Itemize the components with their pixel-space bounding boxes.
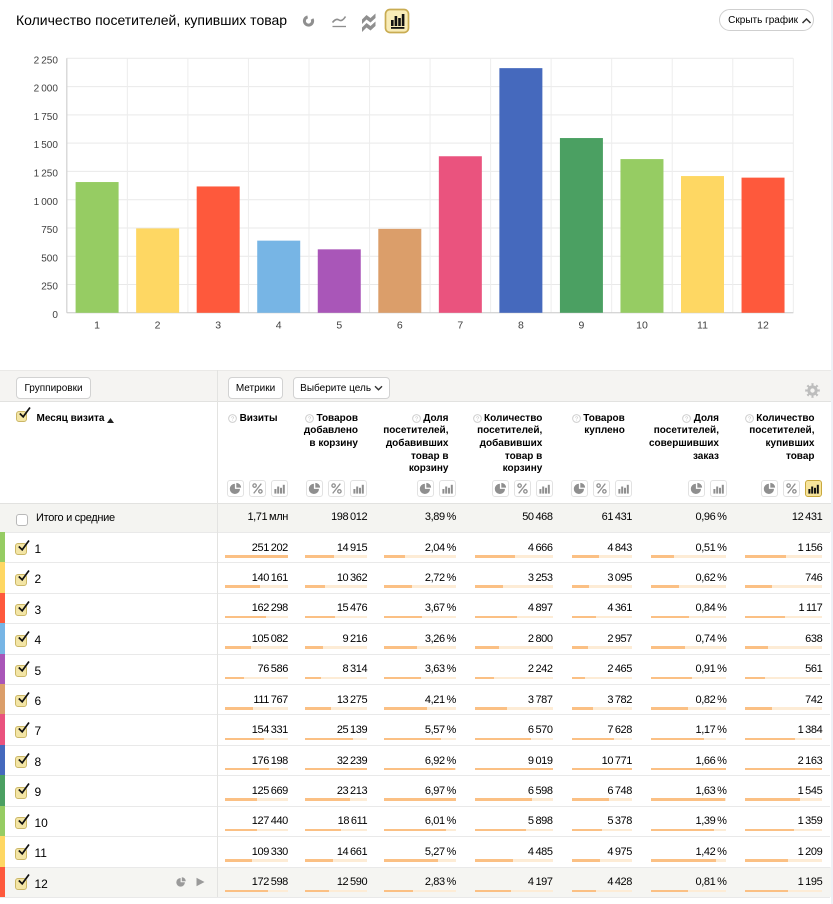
svg-text:6: 6 <box>397 320 403 332</box>
svg-text:?: ? <box>308 416 312 422</box>
svg-text:1 000: 1 000 <box>34 197 59 208</box>
svg-text:1 500: 1 500 <box>34 140 59 151</box>
svg-text:4: 4 <box>276 320 282 332</box>
svg-text:?: ? <box>475 416 479 422</box>
svg-text:?: ? <box>685 416 689 422</box>
svg-text:?: ? <box>231 416 235 422</box>
svg-text:2 250: 2 250 <box>34 55 59 66</box>
svg-text:?: ? <box>415 416 419 422</box>
svg-text:1 250: 1 250 <box>34 169 59 180</box>
svg-text:?: ? <box>748 416 752 422</box>
svg-text:11: 11 <box>697 320 708 332</box>
svg-text:750: 750 <box>41 225 58 236</box>
svg-text:5: 5 <box>336 320 342 332</box>
svg-text:7: 7 <box>457 320 463 332</box>
svg-text:10: 10 <box>636 320 648 332</box>
svg-text:12: 12 <box>757 320 769 332</box>
svg-text:?: ? <box>575 416 579 422</box>
svg-text:9: 9 <box>578 320 584 332</box>
svg-text:2: 2 <box>155 320 161 332</box>
svg-text:500: 500 <box>41 253 58 264</box>
svg-text:1: 1 <box>94 320 100 332</box>
svg-text:250: 250 <box>41 282 58 293</box>
svg-text:8: 8 <box>518 320 524 332</box>
svg-text:2 000: 2 000 <box>34 84 59 95</box>
svg-text:3: 3 <box>215 320 221 332</box>
svg-text:0: 0 <box>52 310 58 321</box>
svg-text:1 750: 1 750 <box>34 112 59 123</box>
